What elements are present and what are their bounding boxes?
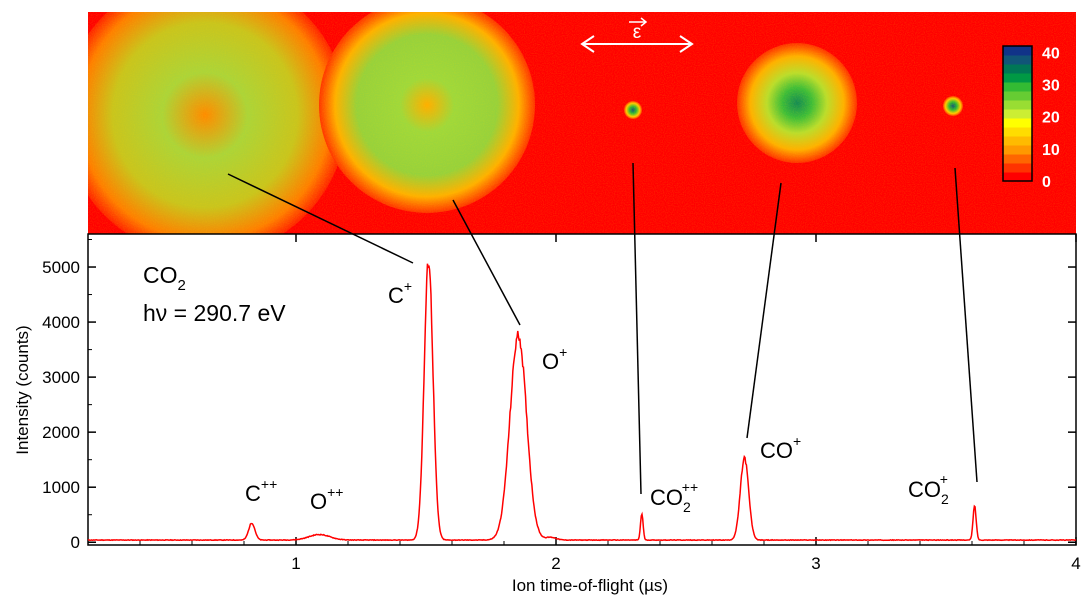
- y-tick-label: 0: [71, 533, 80, 552]
- x-axis-label: Ion time-of-flight (µs): [512, 576, 668, 595]
- colorbar: [1002, 45, 1033, 182]
- connector-line: [746, 182, 782, 439]
- colorbar-tick-label: 30: [1042, 78, 1060, 95]
- peak-label-o-plus: O+: [542, 344, 567, 374]
- colorbar-segment: [1003, 73, 1032, 83]
- colorbar-segment: [1003, 145, 1032, 155]
- velocity-map-image-strip: ε 40 30 20 10 0: [88, 12, 1076, 234]
- photon-energy-label: hν = 290.7 eV: [143, 300, 286, 326]
- colorbar-segment: [1003, 118, 1032, 128]
- colorbar-segment: [1003, 127, 1032, 137]
- plot-frame: [87, 233, 1077, 546]
- colorbar-segment: [1003, 82, 1032, 92]
- y-tick-label: 3000: [42, 368, 80, 387]
- colorbar-segment: [1003, 46, 1032, 56]
- colorbar-tick-label: 10: [1042, 142, 1060, 159]
- axis-ticks: 1 2 3 4 0 1000 2000 3000 4000 5000: [42, 234, 1081, 573]
- colorbar-segment: [1003, 172, 1032, 182]
- polarization-label: ε: [633, 22, 642, 43]
- peak-label-co2-double-plus: CO2++: [650, 479, 698, 515]
- tof-spectrum: 1 2 3 4 0 1000 2000 3000 4000 5000 Ion time-of-fl…: [13, 162, 1081, 595]
- peak-image-connectors: [227, 162, 978, 495]
- colorbar-segment: [1003, 109, 1032, 119]
- colorbar-segment: [1003, 136, 1032, 146]
- molecule-label: CO2: [143, 262, 186, 294]
- polarization-arrow: [580, 17, 694, 53]
- connector-line: [954, 167, 978, 483]
- y-axis-label: Intensity (counts): [13, 325, 32, 454]
- connector-line: [632, 162, 642, 495]
- colorbar-tick-labels: 40 30 20 10 0: [1042, 45, 1060, 191]
- connector-line: [452, 199, 521, 326]
- colorbar-segment: [1003, 154, 1032, 164]
- colorbar-segment: [1003, 163, 1032, 173]
- colorbar-segment: [1003, 55, 1032, 65]
- x-tick-label: 4: [1071, 554, 1080, 573]
- colorbar-segment: [1003, 64, 1032, 74]
- y-tick-label: 2000: [42, 423, 80, 442]
- colorbar-segment: [1003, 91, 1032, 101]
- colorbar-frame: [1002, 45, 1033, 182]
- peak-label-c-plus: C+: [388, 278, 412, 308]
- x-tick-label: 2: [551, 554, 560, 573]
- y-tick-label: 4000: [42, 313, 80, 332]
- colorbar-segment: [1003, 100, 1032, 110]
- y-tick-label: 5000: [42, 258, 80, 277]
- connector-line: [227, 173, 414, 264]
- colorbar-tick-label: 0: [1042, 174, 1051, 191]
- peak-label-o-double-plus: O++: [310, 484, 343, 514]
- colorbar-tick-label: 20: [1042, 110, 1060, 127]
- spectrum-series-line: [87, 263, 1077, 542]
- peak-label-c-double-plus: C++: [245, 476, 277, 506]
- colorbar-tick-label: 40: [1042, 45, 1060, 62]
- peak-label-co2-plus: CO2+: [908, 471, 949, 507]
- x-tick-label: 1: [291, 554, 300, 573]
- y-tick-label: 1000: [42, 478, 80, 497]
- peak-label-co-plus: CO+: [760, 433, 801, 463]
- x-tick-label: 3: [811, 554, 820, 573]
- image-noise: [88, 12, 1076, 234]
